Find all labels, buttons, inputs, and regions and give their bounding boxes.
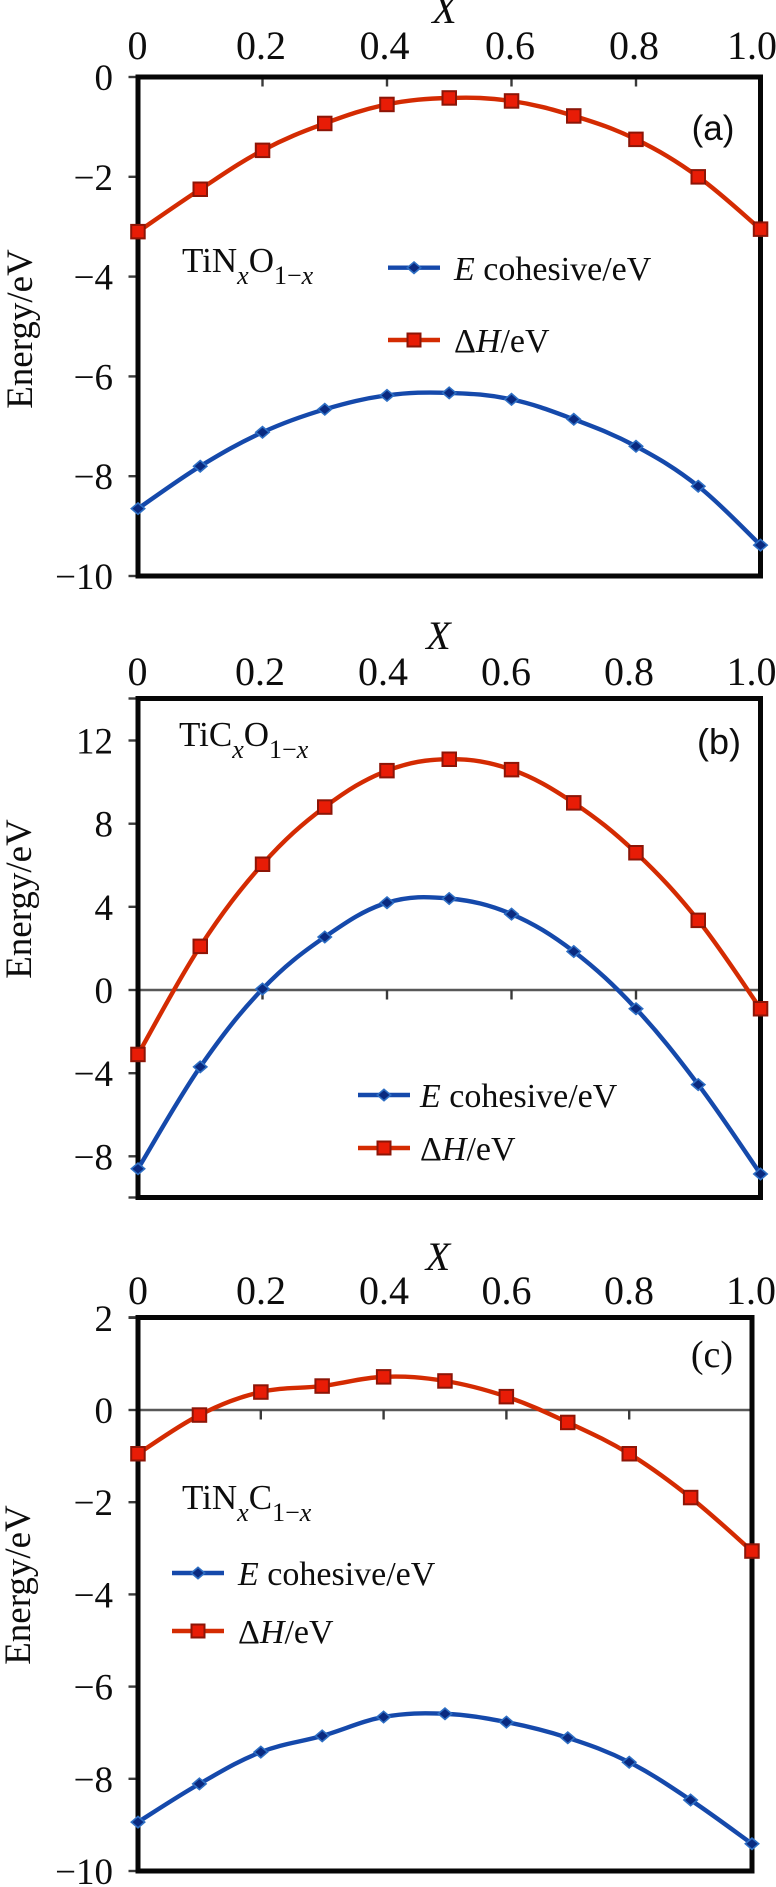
svg-text:Energy/eV: Energy/eV <box>0 819 40 979</box>
svg-text:−6: −6 <box>74 357 113 398</box>
svg-text:−4: −4 <box>74 1575 113 1616</box>
svg-text:0.6: 0.6 <box>485 23 535 68</box>
svg-text:E cohesive/eV: E cohesive/eV <box>419 1078 618 1115</box>
svg-text:0: 0 <box>95 1391 114 1432</box>
svg-text:2: 2 <box>95 1299 114 1340</box>
svg-text:0.6: 0.6 <box>482 1268 532 1313</box>
svg-text:0.4: 0.4 <box>359 1268 409 1313</box>
svg-text:0: 0 <box>128 1268 148 1313</box>
svg-text:12: 12 <box>76 722 113 763</box>
svg-text:(b): (b) <box>697 721 741 762</box>
svg-text:−4: −4 <box>74 258 113 299</box>
svg-text:ΔH/eV: ΔH/eV <box>454 323 550 360</box>
svg-text:X: X <box>424 613 452 658</box>
svg-text:0: 0 <box>95 971 114 1012</box>
svg-text:−4: −4 <box>74 1054 113 1095</box>
svg-text:Energy/eV: Energy/eV <box>0 249 41 409</box>
svg-text:1.0: 1.0 <box>727 649 776 694</box>
svg-text:0: 0 <box>128 649 148 694</box>
svg-text:0.2: 0.2 <box>235 649 285 694</box>
svg-text:Energy/eV: Energy/eV <box>0 1505 39 1665</box>
svg-text:8: 8 <box>95 805 114 846</box>
svg-text:1.0: 1.0 <box>727 23 776 68</box>
svg-text:0: 0 <box>95 58 114 99</box>
svg-text:E cohesive/eV: E cohesive/eV <box>453 251 652 288</box>
svg-text:1.0: 1.0 <box>726 1268 776 1313</box>
svg-text:0.4: 0.4 <box>360 23 410 68</box>
svg-text:0.4: 0.4 <box>358 649 408 694</box>
svg-text:ΔH/eV: ΔH/eV <box>238 1614 334 1651</box>
svg-text:ΔH/eV: ΔH/eV <box>420 1131 516 1168</box>
svg-text:4: 4 <box>95 888 114 929</box>
svg-text:(a): (a) <box>692 109 735 148</box>
svg-text:TiCxO1−x: TiCxO1−x <box>179 715 309 764</box>
svg-text:−8: −8 <box>74 1760 113 1801</box>
svg-text:0.2: 0.2 <box>236 23 286 68</box>
svg-text:0.2: 0.2 <box>236 1268 286 1313</box>
svg-text:0: 0 <box>128 23 148 68</box>
svg-text:(c): (c) <box>691 1334 733 1376</box>
svg-text:TiNxC1−x: TiNxC1−x <box>182 1478 312 1527</box>
svg-text:−8: −8 <box>74 457 113 498</box>
svg-text:−8: −8 <box>74 1137 113 1178</box>
svg-text:−2: −2 <box>74 1483 113 1524</box>
svg-text:X: X <box>424 1234 452 1279</box>
svg-text:−10: −10 <box>55 557 113 598</box>
svg-text:−2: −2 <box>74 158 113 199</box>
svg-text:E cohesive/eV: E cohesive/eV <box>237 1556 436 1593</box>
svg-text:0.6: 0.6 <box>481 649 531 694</box>
svg-text:X: X <box>430 0 458 32</box>
svg-text:TiNxO1−x: TiNxO1−x <box>182 241 314 290</box>
svg-text:−6: −6 <box>74 1668 113 1709</box>
svg-text:0.8: 0.8 <box>609 23 659 68</box>
svg-text:0.8: 0.8 <box>604 1268 654 1313</box>
svg-text:0.8: 0.8 <box>604 649 654 694</box>
svg-text:−10: −10 <box>55 1852 113 1887</box>
